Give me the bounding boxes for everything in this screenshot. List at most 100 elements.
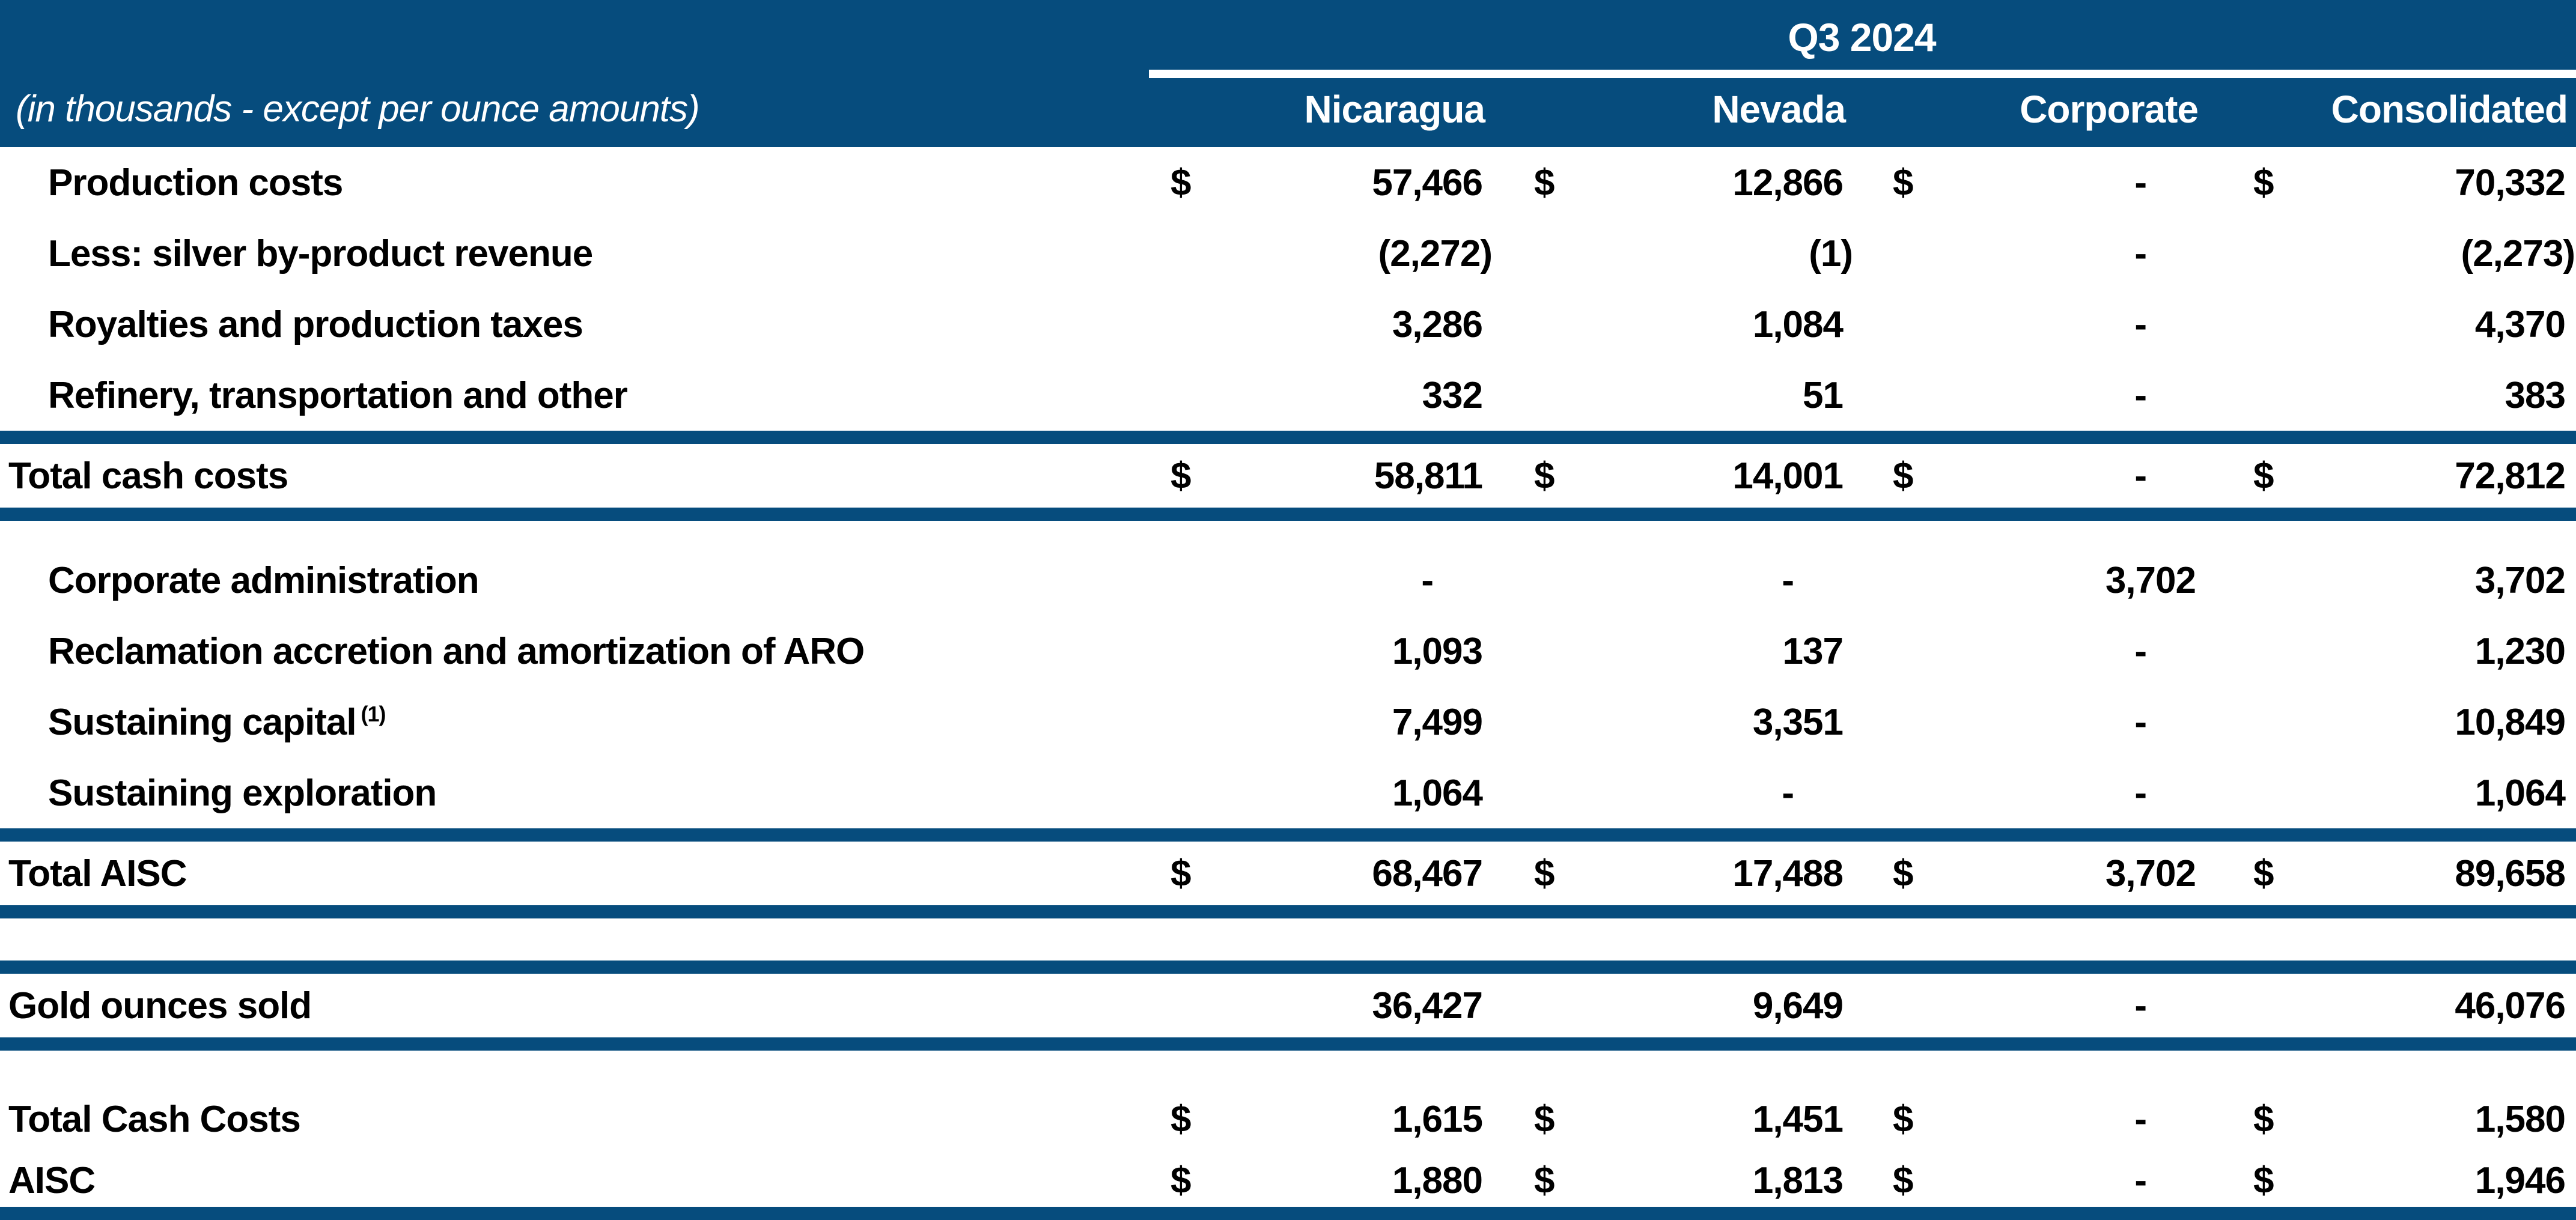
table-row: Refinery, transportation and other 332 51 -… (0, 360, 2576, 431)
separator-line (0, 905, 2576, 918)
row-label-text: Production costs (48, 162, 343, 204)
cell-value: 3,286 (1392, 303, 1483, 345)
table-row: Less: silver by-product revenue (2,272) (1… (0, 218, 2576, 289)
row-label-text: Sustaining capital (48, 701, 357, 743)
dollar-sign: $ (2253, 1098, 2274, 1140)
row-spacer (0, 1051, 2576, 1084)
cell-value: 1,813 (1752, 1160, 1844, 1201)
cell-value: - (2134, 374, 2147, 416)
row-label-text: Total Cash Costs (8, 1098, 301, 1140)
row-label: Total AISC (0, 852, 1148, 895)
dollar-sign: $ (2253, 162, 2274, 204)
column-header-consolidated: Consolidated (2331, 87, 2568, 131)
cell-value: (2,272) (1378, 232, 1493, 275)
dollar-sign: $ (1893, 852, 1913, 894)
row-label-text: Refinery, transportation and other (48, 374, 628, 416)
dollar-sign: $ (1171, 1160, 1191, 1201)
cell-value: (2,273) (2461, 232, 2575, 275)
dollar-sign: $ (1534, 852, 1554, 894)
cell-value: 1,064 (1392, 772, 1483, 814)
cell-value: 383 (2504, 374, 2566, 416)
row-spacer (0, 521, 2576, 545)
dollar-sign: $ (1534, 455, 1554, 497)
row-label: Production costs (0, 162, 1148, 204)
separator-line (0, 961, 2576, 974)
dollar-sign: $ (1893, 162, 1913, 204)
cell-value: (1) (1809, 232, 1853, 275)
cell-value: 14,001 (1732, 455, 1844, 497)
dollar-sign: $ (1171, 455, 1191, 497)
table-row: Total Cash Costs $1,615 $1,451 $ - $1,580 (0, 1084, 2576, 1155)
dollar-sign: $ (1534, 1160, 1554, 1201)
table-row: Total AISC $68,467 $17,488 $3,702 $89,658 (0, 842, 2576, 905)
dollar-sign: $ (1893, 1160, 1913, 1201)
separator-line (0, 828, 2576, 842)
cell-value: 1,880 (1392, 1160, 1483, 1201)
row-label-text: Reclamation accretion and amortization o… (48, 630, 865, 672)
dollar-sign: $ (1534, 162, 1554, 204)
cell-value: 1,946 (2474, 1160, 2566, 1201)
dollar-sign: $ (1893, 455, 1913, 497)
cell-value: 46,076 (2455, 985, 2566, 1027)
row-label: Total cash costs (0, 455, 1148, 497)
cell-value: - (2134, 455, 2147, 497)
header-period-row: Q3 2024 (0, 0, 2576, 71)
cell-value: - (2134, 985, 2147, 1027)
dollar-sign: $ (1171, 1098, 1191, 1140)
row-label: Corporate administration (0, 559, 1148, 602)
row-label: Total Cash Costs (0, 1098, 1148, 1141)
row-spacer (0, 918, 2576, 961)
table-body: Production costs $57,466 $12,866 $ - $70,332 L… (0, 147, 2576, 1220)
cell-value: 3,351 (1752, 701, 1844, 743)
cell-value: - (2134, 232, 2147, 275)
table-row: Royalties and production taxes 3,286 1,084… (0, 289, 2576, 360)
units-caption: (in thousands - except per ounce amounts… (16, 88, 700, 130)
cell-value: 1,230 (2474, 630, 2566, 672)
cell-value: 57,466 (1372, 162, 1483, 204)
table-row: Production costs $57,466 $12,866 $ - $70,332 (0, 147, 2576, 218)
cell-value: 137 (1782, 630, 1844, 672)
table-row: Sustaining capital (1) 7,499 3,351 - 10,849 (0, 687, 2576, 757)
row-label: Sustaining exploration (0, 772, 1148, 815)
cell-value: 89,658 (2455, 852, 2566, 894)
cell-value: 12,866 (1732, 162, 1844, 204)
dollar-sign: $ (1534, 1098, 1554, 1140)
row-label: Gold ounces sold (0, 985, 1148, 1027)
row-label-text: Sustaining exploration (48, 772, 437, 814)
cell-value: - (1782, 559, 1794, 601)
table-row: Gold ounces sold 36,427 9,649 - 46,076 (0, 974, 2576, 1037)
row-label-text: Corporate administration (48, 559, 480, 601)
table-row: Corporate administration - - 3,702 3,702 (0, 545, 2576, 616)
separator-line (0, 431, 2576, 444)
cell-value: 4,370 (2474, 303, 2566, 345)
cell-value: 1,093 (1392, 630, 1483, 672)
row-label-text: Gold ounces sold (8, 985, 312, 1027)
cell-value: - (2134, 1098, 2147, 1140)
cell-value: - (2134, 772, 2147, 814)
row-label: Less: silver by-product revenue (0, 232, 1148, 275)
dollar-sign: $ (2253, 455, 2274, 497)
cell-value: 1,580 (2474, 1098, 2566, 1140)
cell-value: 68,467 (1372, 852, 1483, 894)
dollar-sign: $ (1893, 1098, 1913, 1140)
separator-line (0, 1207, 2576, 1220)
cell-value: 36,427 (1372, 985, 1483, 1027)
cell-value: - (2134, 162, 2147, 204)
table-header-band: Q3 2024 (in thousands - except per ounce… (0, 0, 2576, 147)
table-row: Total cash costs $58,811 $14,001 $ - $72,812 (0, 444, 2576, 508)
row-label: Reclamation accretion and amortization o… (0, 630, 1148, 673)
table-row: Reclamation accretion and amortization o… (0, 616, 2576, 687)
cell-value: 51 (1803, 374, 1844, 416)
separator-line (0, 508, 2576, 521)
row-label: Royalties and production taxes (0, 303, 1148, 346)
column-header-corporate: Corporate (2020, 87, 2199, 131)
row-label-text: AISC (8, 1160, 96, 1201)
header-columns-row: (in thousands - except per ounce amounts… (0, 71, 2576, 147)
cell-value: 3,702 (2474, 559, 2566, 601)
separator-line (0, 1037, 2576, 1051)
cell-value: - (2134, 630, 2147, 672)
cell-value: 3,702 (2105, 559, 2196, 601)
cell-value: 1,615 (1392, 1098, 1483, 1140)
dollar-sign: $ (1171, 852, 1191, 894)
